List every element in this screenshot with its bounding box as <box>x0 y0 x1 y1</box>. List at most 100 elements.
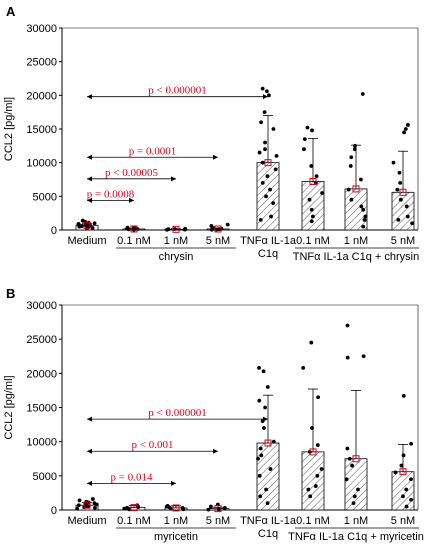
x-category-label: 5 nM <box>206 235 230 247</box>
arrow-head-left <box>87 197 92 203</box>
data-point <box>345 355 350 360</box>
mean-marker <box>214 505 222 513</box>
x-category-label: Medium <box>67 515 106 527</box>
data-point <box>257 473 262 478</box>
y-tick-label: 15000 <box>26 124 57 136</box>
data-point <box>307 197 312 202</box>
data-point <box>406 123 410 127</box>
data-point <box>405 214 410 219</box>
data-point <box>309 164 314 168</box>
data-point <box>259 453 264 458</box>
data-point <box>315 443 320 447</box>
panel-label: B <box>6 286 15 301</box>
data-point <box>311 214 315 219</box>
data-point <box>391 160 396 165</box>
x-category-label: 1 nM <box>344 515 368 527</box>
data-point <box>362 218 367 222</box>
data-point <box>310 128 314 133</box>
data-point <box>409 441 414 446</box>
mean-marker <box>130 225 138 233</box>
data-point <box>359 204 364 209</box>
data-point <box>225 222 230 227</box>
mean-marker <box>399 468 407 476</box>
data-point <box>271 127 276 131</box>
data-point <box>262 110 267 115</box>
mean-marker <box>309 178 317 186</box>
p-value-label: p < 0.001 <box>132 439 174 451</box>
data-point <box>345 446 350 451</box>
y-axis-label: CCL2 [pg/ml] <box>3 375 15 439</box>
data-point <box>316 395 321 400</box>
data-point <box>258 446 263 451</box>
data-point <box>344 477 349 482</box>
data-point <box>393 470 398 475</box>
arrow-head-left <box>87 154 92 160</box>
data-point <box>310 426 314 430</box>
data-point <box>404 487 409 492</box>
data-point <box>222 506 227 510</box>
data-point <box>410 221 415 226</box>
x-category-label: 0.1 nM <box>117 235 151 247</box>
mean-marker <box>264 439 272 447</box>
arrow-head-left <box>87 176 92 182</box>
data-point <box>172 227 177 231</box>
data-point <box>260 160 265 165</box>
data-point <box>131 226 136 230</box>
x-category-label: 1 nM <box>164 515 188 527</box>
data-point <box>347 456 352 461</box>
panel-label: A <box>6 4 16 19</box>
data-point <box>76 503 81 508</box>
data-point <box>256 456 260 461</box>
mean-marker <box>309 448 317 456</box>
data-point <box>257 150 262 155</box>
x-category-label: 0.1 nM <box>296 235 330 247</box>
arrow-head-right <box>129 197 134 203</box>
mean-marker <box>399 188 407 196</box>
y-tick-label: 5000 <box>33 191 57 203</box>
data-point <box>309 340 314 345</box>
bar <box>301 181 325 231</box>
data-point <box>80 218 85 223</box>
data-point <box>313 484 318 488</box>
data-point <box>409 497 414 502</box>
arrow-head-left <box>87 94 92 100</box>
data-point <box>209 224 214 228</box>
data-point <box>262 426 266 430</box>
y-tick-label: 30000 <box>26 300 57 312</box>
data-point <box>264 194 268 199</box>
data-point <box>404 204 409 209</box>
p-value-label: p = 0.0001 <box>129 145 176 157</box>
y-axis-label: CCL2 [pg/ml] <box>3 97 15 161</box>
x-category-label: 5 nM <box>391 235 415 247</box>
data-point <box>92 501 97 506</box>
mean-marker <box>214 225 222 233</box>
mean-marker <box>83 221 91 229</box>
data-point <box>396 218 401 222</box>
arrow-head-right <box>263 416 268 422</box>
data-point <box>258 218 263 222</box>
data-point <box>314 174 319 179</box>
p-value-label: p < 0.000001 <box>148 85 206 97</box>
data-point <box>260 180 265 185</box>
data-point <box>301 365 306 370</box>
y-tick-label: 25000 <box>26 57 57 69</box>
mean-marker <box>352 455 360 463</box>
x-category-label: 1 nM <box>164 235 188 247</box>
data-point <box>268 187 272 192</box>
mean-marker <box>130 504 138 512</box>
data-point <box>401 393 406 398</box>
data-point <box>404 504 409 509</box>
data-point <box>398 197 403 202</box>
y-tick-label: 30000 <box>26 23 57 35</box>
data-point <box>165 504 170 508</box>
data-point <box>269 214 273 219</box>
data-point <box>79 224 84 228</box>
p-value-label: p < 0.000001 <box>148 407 206 419</box>
data-point <box>90 226 95 230</box>
data-point <box>209 504 213 509</box>
data-point <box>265 385 270 389</box>
panel-a: A 0 5000 10000 15000 20000 25000 30000 CCL2 [pg/… <box>3 4 419 263</box>
y-tick-label: 0 <box>51 225 57 237</box>
data-point <box>265 174 270 179</box>
